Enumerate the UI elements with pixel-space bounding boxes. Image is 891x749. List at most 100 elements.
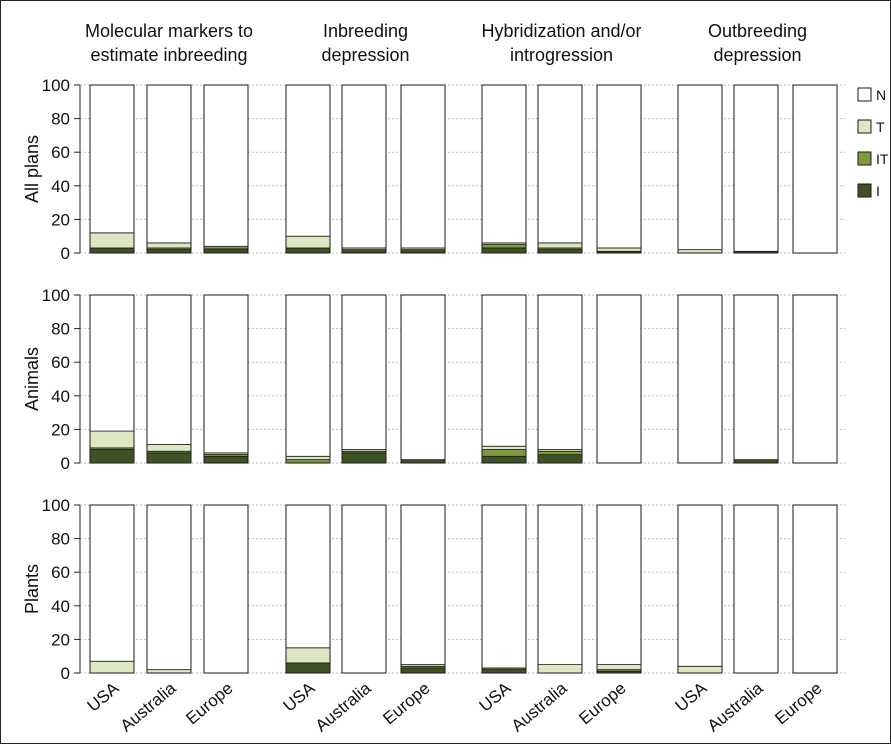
bar-segment-t — [481, 445, 527, 450]
bar-outline — [481, 294, 527, 464]
bar-segment-i — [341, 249, 387, 254]
bar-segment-t — [285, 235, 331, 249]
legend-label: IT — [876, 151, 889, 167]
bar-segment-t — [677, 249, 723, 254]
group-header-line: Outbreeding — [708, 21, 807, 41]
bar-segment-n — [596, 294, 642, 464]
bar-segment-n — [481, 294, 527, 447]
group-header-line: depression — [321, 45, 409, 65]
bar-outline — [146, 84, 192, 254]
bar-segment-i — [400, 459, 446, 464]
panel-ylabel: Animals — [22, 347, 42, 411]
bar-segment-n — [341, 294, 387, 450]
bar-segment-it — [537, 450, 583, 455]
bar-segment-n — [203, 294, 249, 454]
bar-segment-i — [481, 247, 527, 254]
group-header-line: depression — [713, 45, 801, 65]
legend-label: I — [876, 183, 880, 199]
bar-outline — [677, 294, 723, 464]
bar-outline — [285, 84, 331, 254]
bar-segment-n — [341, 84, 387, 249]
bar-segment-n — [89, 294, 135, 432]
bar-segment-i — [146, 249, 192, 254]
bar-segment-i — [89, 247, 135, 254]
y-tick-label: 80 — [51, 530, 70, 549]
panel-ylabel: Plants — [22, 564, 42, 614]
bar-segment-t — [285, 647, 331, 664]
bar-outline — [677, 504, 723, 674]
bar-segment-i — [481, 669, 527, 674]
panel-ylabel: All plans — [22, 135, 42, 203]
bar-outline — [733, 84, 779, 254]
bar-segment-n — [146, 504, 192, 671]
bar-outline — [481, 504, 527, 674]
bar-outline — [792, 84, 838, 254]
bar-outline — [677, 84, 723, 254]
bar-segment-t — [677, 665, 723, 674]
bar-outline — [481, 84, 527, 254]
bar-segment-t — [285, 455, 331, 461]
legend-swatch-it — [857, 151, 872, 166]
bar-outline — [89, 294, 135, 464]
bar-outline — [596, 294, 642, 464]
y-tick-label: 100 — [42, 286, 70, 305]
bar-segment-n — [400, 294, 446, 461]
y-tick-label: 60 — [51, 353, 70, 372]
bar-outline — [341, 294, 387, 464]
bar-segment-i — [537, 454, 583, 464]
bar-segment-n — [792, 294, 838, 464]
bar-segment-n — [677, 504, 723, 667]
bar-segment-n — [146, 294, 192, 445]
bar-outline — [203, 294, 249, 464]
bar-segment-n — [792, 504, 838, 674]
bar-outline — [537, 294, 583, 464]
bar-segment-t — [596, 664, 642, 671]
group-header-line: Inbreeding — [323, 21, 408, 41]
bar-outline — [400, 84, 446, 254]
bar-segment-n — [89, 84, 135, 234]
bar-segment-n — [677, 294, 723, 464]
bar-outline — [537, 504, 583, 674]
bar-outline — [400, 504, 446, 674]
bar-outline — [341, 504, 387, 674]
group-header-line: Molecular markers to — [85, 21, 253, 41]
bar-segment-n — [285, 294, 331, 457]
bar-segment-n — [733, 294, 779, 461]
bar-outline — [792, 504, 838, 674]
bar-segment-t — [89, 430, 135, 449]
bar-segment-n — [733, 504, 779, 674]
bar-segment-n — [537, 294, 583, 450]
bar-segment-i — [481, 455, 527, 464]
y-tick-label: 20 — [51, 210, 70, 229]
legend-swatch-t — [857, 119, 872, 134]
legend-swatch-i — [857, 183, 872, 198]
bar-outline — [792, 294, 838, 464]
bar-segment-t — [596, 247, 642, 252]
bar-segment-i — [203, 455, 249, 464]
bar-segment-n — [203, 504, 249, 674]
group-header-line: estimate inbreeding — [90, 45, 247, 65]
bar-segment-i — [733, 459, 779, 464]
y-tick-label: 60 — [51, 563, 70, 582]
bar-outline — [400, 294, 446, 464]
bar-segment-n — [481, 84, 527, 244]
bar-outline — [341, 84, 387, 254]
bar-outline — [203, 84, 249, 254]
bar-segment-i — [89, 449, 135, 464]
bar-segment-t — [537, 664, 583, 674]
bar-segment-n — [677, 84, 723, 251]
bar-segment-n — [481, 504, 527, 669]
y-tick-label: 80 — [51, 320, 70, 339]
legend-swatch-n — [857, 87, 872, 102]
bar-segment-i — [146, 452, 192, 464]
y-tick-label: 80 — [51, 110, 70, 129]
bar-segment-i — [203, 249, 249, 254]
y-tick-label: 40 — [51, 177, 70, 196]
bar-segment-n — [285, 504, 331, 649]
y-tick-label: 20 — [51, 630, 70, 649]
bar-segment-i — [400, 667, 446, 674]
bar-segment-n — [792, 84, 838, 254]
bar-outline — [89, 504, 135, 674]
bar-segment-t — [146, 669, 192, 674]
